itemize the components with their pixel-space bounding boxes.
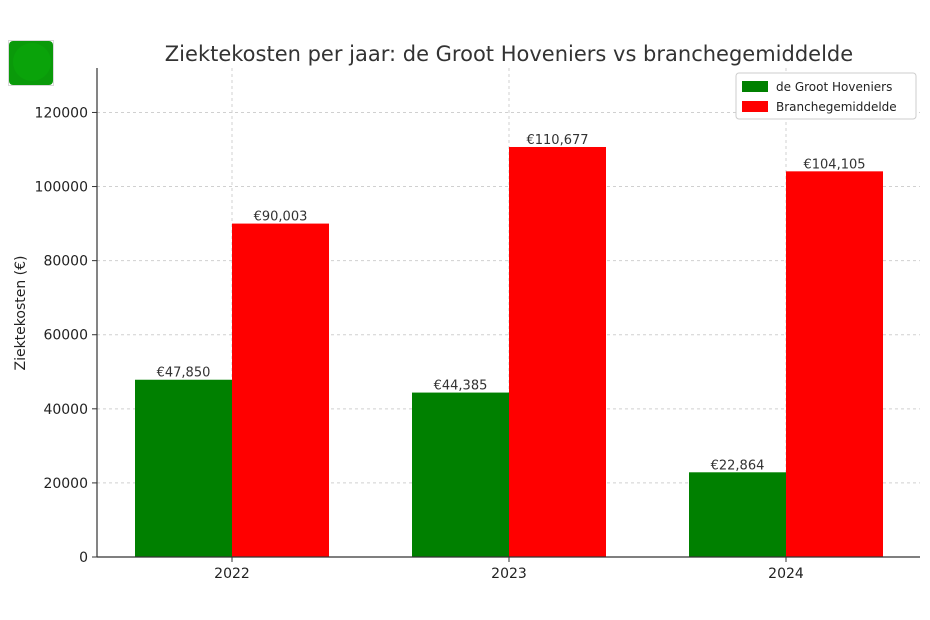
bar-de-groot-2022 bbox=[135, 379, 232, 557]
x-tick-label: 2024 bbox=[768, 566, 804, 582]
x-tick-label: 2022 bbox=[214, 566, 250, 582]
bar-value-label: €90,003 bbox=[254, 210, 308, 225]
legend-swatch bbox=[742, 101, 768, 112]
x-tick-label: 2023 bbox=[491, 566, 527, 582]
y-tick-label: 80000 bbox=[43, 254, 88, 270]
legend-swatch bbox=[742, 81, 768, 92]
legend-box bbox=[735, 72, 917, 120]
data-labels: €47,850 €90,003 €44,385 €110,677 €22,864 €104… bbox=[157, 133, 866, 473]
bar-branche-2024 bbox=[786, 171, 883, 557]
bar-value-label: €47,850 bbox=[157, 366, 211, 381]
legend: de Groot Hoveniers Branchegemiddelde bbox=[735, 72, 917, 120]
legend-label: Branchegemiddelde bbox=[776, 100, 897, 114]
y-tick-label: 20000 bbox=[43, 476, 88, 492]
y-tick-label: 0 bbox=[79, 550, 88, 566]
chart-title: Ziektekosten per jaar: de Groot Hovenier… bbox=[165, 42, 853, 66]
bar-branche-2022 bbox=[232, 223, 329, 558]
legend-label: de Groot Hoveniers bbox=[776, 80, 892, 94]
y-tick-label: 60000 bbox=[43, 328, 88, 344]
y-tick-label: 40000 bbox=[43, 402, 88, 418]
y-axis-label: Ziektekosten (€) bbox=[13, 255, 29, 370]
bars bbox=[135, 146, 883, 558]
y-tick-label: 100000 bbox=[35, 180, 88, 196]
bar-value-label: €110,677 bbox=[526, 133, 588, 148]
bar-value-label: €22,864 bbox=[711, 458, 765, 473]
bar-branche-2023 bbox=[509, 146, 606, 558]
bar-value-label: €44,385 bbox=[434, 379, 488, 394]
logo-circle bbox=[13, 43, 51, 81]
bar-de-groot-2023 bbox=[412, 392, 509, 557]
bar-de-groot-2024 bbox=[689, 472, 786, 557]
y-tick-label: 120000 bbox=[35, 105, 88, 121]
axes: 0 20000 40000 60000 80000 100000 120000 2022 202… bbox=[35, 68, 920, 582]
bar-value-label: €104,105 bbox=[803, 157, 865, 172]
green-square-logo bbox=[8, 40, 54, 86]
